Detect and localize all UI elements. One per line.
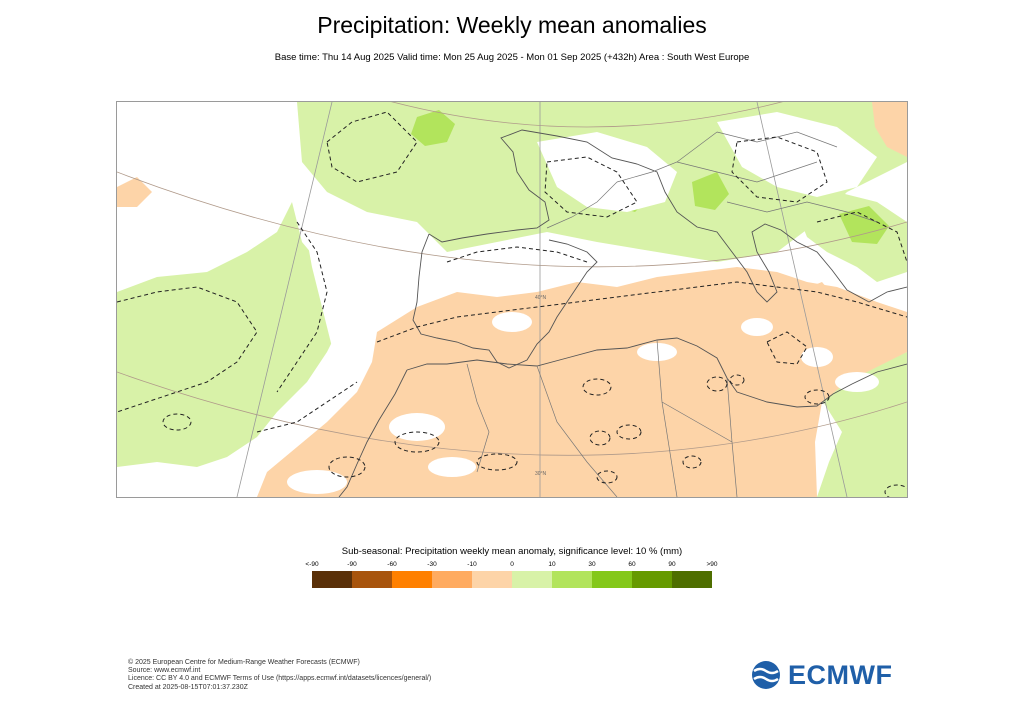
legend-title: Sub-seasonal: Precipitation weekly mean … — [341, 546, 683, 557]
graticule-meridian-1 — [236, 102, 333, 497]
legend-swatch — [392, 571, 432, 588]
border-lines-africa — [466, 339, 738, 497]
legend-swatch — [472, 571, 512, 588]
legend-swatch — [312, 571, 352, 588]
footer-source[interactable]: Source: www.ecmwf.int — [128, 667, 201, 675]
chart-title: Precipitation: Weekly mean anomalies — [317, 12, 707, 38]
coastline-west-africa — [338, 369, 408, 497]
coastline-europe — [428, 129, 907, 303]
neutral-hole-6 — [637, 343, 677, 361]
neutral-hole-2 — [428, 457, 476, 477]
legend-tick-label: 60 — [628, 561, 636, 568]
legend-swatch — [512, 571, 552, 588]
legend-color-bar — [312, 571, 712, 588]
footer-credits: © 2025 European Centre for Medium-Range … — [128, 659, 431, 692]
dry-anomaly-atlantic-small — [117, 177, 152, 207]
strong-wet-patch-2 — [692, 172, 729, 210]
map-canvas: 40°N 30°N — [117, 102, 907, 497]
footer-copyright: © 2025 European Centre for Medium-Range … — [128, 659, 360, 666]
legend-tick-label: 0 — [510, 561, 514, 568]
graticule-latitude-2 — [117, 171, 907, 268]
neutral-area-central-europe — [717, 112, 877, 197]
legend-tick-label: <-90 — [305, 561, 319, 568]
legend-swatch — [352, 571, 392, 588]
ecmwf-logo: ECMWF — [748, 660, 898, 690]
dry-anomaly-northeast — [872, 102, 907, 157]
legend-tick-label: 10 — [548, 561, 556, 568]
footer-created: Created at 2025-08-15T07:01:37.230Z — [128, 683, 248, 691]
legend-tick-label: >90 — [706, 561, 718, 568]
graticule-latitude-3 — [117, 371, 907, 456]
border-lines-europe — [546, 131, 878, 229]
dry-anomaly-balkans-small — [797, 282, 837, 314]
legend-swatch — [552, 571, 592, 588]
wet-anomaly-atlantic-west — [117, 202, 347, 467]
legend-tick-label: 90 — [668, 561, 676, 568]
chart-subtitle: Base time: Thu 14 Aug 2025 Valid time: M… — [274, 52, 750, 63]
strong-wet-patch-1 — [411, 110, 455, 146]
legend-tick-label: -10 — [467, 561, 477, 568]
legend-swatch — [432, 571, 472, 588]
significance-contours — [117, 111, 907, 497]
latitude-label-40n: 40°N — [535, 295, 547, 301]
legend-tick-label: -90 — [347, 561, 357, 568]
neutral-area-west-europe — [537, 132, 677, 212]
footer-licence[interactable]: Licence: CC BY 4.0 and ECMWF Terms of Us… — [128, 675, 432, 683]
graticule-meridian-3 — [756, 102, 848, 497]
legend-swatch — [632, 571, 672, 588]
wet-anomaly-southeast — [817, 352, 907, 497]
legend-ticks: <-90 -90 -60 -30 -10 0 10 30 60 90 >90 — [305, 561, 717, 571]
legend-tick-label: -30 — [427, 561, 437, 568]
neutral-hole-3 — [492, 312, 532, 332]
legend-swatch — [672, 571, 712, 588]
latitude-label-30n: 30°N — [535, 471, 547, 477]
precipitation-anomaly-map[interactable]: 40°N 30°N — [116, 101, 908, 498]
neutral-hole-7 — [287, 470, 347, 494]
ecmwf-logo-text: ECMWF — [788, 660, 893, 690]
coastline-iberia — [412, 233, 598, 369]
legend-tick-label: -60 — [387, 561, 397, 568]
coastline-north-africa — [406, 337, 907, 408]
neutral-area-northwest — [117, 102, 297, 212]
ecmwf-logo-icon — [752, 661, 780, 689]
strong-wet-patch-3 — [839, 206, 889, 244]
legend-swatch — [592, 571, 632, 588]
graticule-latitude-1 — [391, 102, 783, 128]
neutral-hole-5 — [801, 347, 833, 367]
neutral-hole-4 — [741, 318, 773, 336]
legend-tick-label: 30 — [588, 561, 596, 568]
